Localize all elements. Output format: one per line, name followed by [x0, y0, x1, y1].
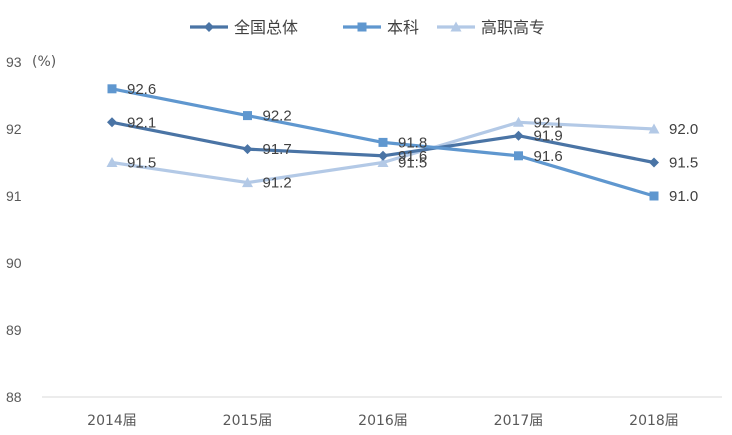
data-point	[107, 84, 117, 94]
x-tick-label: 2015届	[223, 413, 273, 429]
data-point	[378, 137, 388, 147]
data-label: 91.7	[263, 141, 292, 158]
data-point	[378, 150, 388, 161]
y-tick-label: 88	[6, 389, 22, 405]
data-label: 92.1	[534, 114, 563, 131]
legend: 全国总体 本科 高职高专	[190, 18, 545, 37]
data-point	[106, 157, 118, 167]
data-label: 91.0	[669, 188, 698, 205]
data-point	[514, 151, 523, 161]
y-tick-label: 89	[6, 322, 22, 338]
legend-marker	[357, 22, 367, 32]
legend-label: 全国总体	[234, 18, 298, 37]
data-label: 92.1	[127, 114, 156, 131]
data-point	[513, 130, 524, 141]
legend-marker	[450, 21, 462, 32]
series-layer	[106, 84, 660, 201]
data-point	[243, 111, 252, 121]
x-tick-label: 2014届	[87, 413, 137, 429]
legend-marker	[204, 22, 214, 32]
legend-item: 全国总体	[190, 18, 298, 37]
series-1	[107, 84, 659, 201]
data-point	[242, 177, 253, 188]
legend-item: 本科	[343, 18, 419, 37]
data-label: 92.6	[127, 81, 156, 98]
data-label: 91.5	[127, 155, 156, 172]
series-2	[106, 116, 660, 188]
y-tick-label: 90	[6, 255, 22, 271]
data-label: 91.6	[534, 148, 563, 165]
y-axis: 88 89 90 91 92 93	[6, 54, 22, 405]
data-label: 91.2	[263, 175, 292, 192]
data-point	[649, 157, 659, 168]
data-point	[377, 157, 389, 167]
data-point	[242, 144, 253, 155]
data-point	[513, 116, 524, 127]
y-tick-label: 92	[6, 121, 22, 137]
x-axis: 2014届 2015届 2016届 2017届 2018届	[87, 413, 679, 429]
data-label: 91.5	[398, 155, 427, 172]
y-tick-label: 93	[6, 54, 22, 70]
data-label: 92.0	[669, 121, 698, 138]
data-point	[649, 191, 659, 201]
data-point	[107, 117, 117, 128]
legend-item: 高职高专	[437, 18, 545, 37]
data-label: 92.2	[263, 108, 292, 125]
y-tick-label: 91	[6, 188, 22, 204]
data-labels-layer: 92.191.7 91.691.991.592.692.291.891.691.0…	[127, 81, 698, 205]
y-axis-label: (%)	[32, 54, 56, 70]
x-tick-label: 2018届	[629, 413, 679, 429]
data-label: 91.9	[534, 128, 563, 145]
x-tick-label: 2016届	[358, 413, 408, 429]
data-label: 91.5	[669, 155, 698, 172]
data-label: 91.8	[398, 134, 427, 151]
data-label: 91.6	[398, 148, 427, 165]
x-tick-label: 2017届	[494, 413, 544, 429]
legend-label: 高职高专	[481, 18, 545, 37]
series-0	[107, 117, 659, 168]
legend-label: 本科	[387, 18, 419, 37]
data-point	[648, 123, 660, 134]
